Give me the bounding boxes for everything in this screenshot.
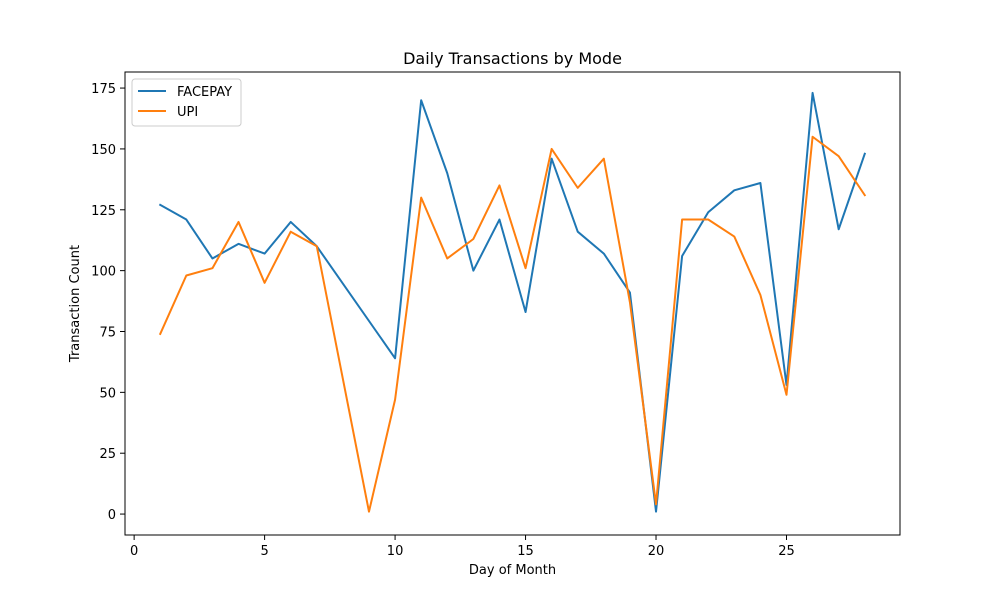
data-point-upi [551,148,553,150]
data-point-facepay [525,311,527,313]
data-point-upi [681,219,683,221]
data-point-upi [238,221,240,223]
data-point-upi [525,267,527,269]
y-tick-label: 125 [91,204,116,219]
plot-frame [124,71,901,536]
x-tick-label: 5 [260,544,268,559]
data-point-upi [838,155,840,157]
data-point-upi [368,511,370,513]
x-tick-label: 10 [387,544,404,559]
data-point-facepay [551,158,553,160]
legend: FACEPAY UPI [131,78,242,127]
data-point-facepay [290,221,292,223]
legend-label-facepay: FACEPAY [177,85,232,100]
y-tick-label: 100 [91,265,116,280]
data-point-facepay [838,228,840,230]
data-point-upi [185,275,187,277]
data-point-upi [864,194,866,196]
data-point-upi [655,503,657,505]
data-point-upi [707,219,709,221]
data-point-facepay [864,153,866,155]
data-point-facepay [185,219,187,221]
data-point-facepay [264,253,266,255]
data-point-upi [812,136,814,138]
data-point-upi [629,301,631,303]
plot-area [158,91,867,513]
data-point-facepay [498,219,500,221]
data-point-upi [472,238,474,240]
data-point-upi [759,294,761,296]
data-point-upi [290,231,292,233]
y-tick-label: 175 [91,82,116,97]
data-point-facepay [655,511,657,513]
x-axis-label: Day of Month [469,563,556,578]
data-point-facepay [812,92,814,94]
x-tick-label: 25 [778,544,795,559]
x-tick-label: 15 [517,544,534,559]
data-point-facepay [472,270,474,272]
data-point-facepay [159,204,161,206]
data-point-facepay [707,211,709,213]
legend-label-upi: UPI [177,105,198,120]
data-point-facepay [603,253,605,255]
series-line-facepay [158,91,867,513]
data-point-upi [316,245,318,247]
y-tick-label: 50 [99,386,116,401]
data-point-facepay [446,172,448,174]
data-point-upi [264,282,266,284]
data-point-upi [785,394,787,396]
chart-title: Daily Transactions by Mode [403,49,622,68]
data-point-facepay [394,357,396,359]
y-axis-label: Transaction Count [68,245,83,363]
data-point-facepay [733,189,735,191]
y-tick-label: 0 [108,508,116,523]
data-point-facepay [681,255,683,257]
data-point-upi [733,236,735,238]
data-point-facepay [759,182,761,184]
data-point-facepay [238,243,240,245]
data-point-upi [420,197,422,199]
data-point-upi [159,333,161,335]
y-tick-label: 75 [99,325,116,340]
data-point-upi [498,184,500,186]
y-axis: 0 25 50 75 100 125 150 175 [91,82,125,523]
y-tick-label: 150 [91,143,116,158]
x-axis: 0 5 10 15 20 25 [130,535,795,559]
data-point-upi [577,187,579,189]
y-tick-label: 25 [99,447,116,462]
data-point-upi [446,257,448,259]
data-point-facepay [577,231,579,233]
data-point-facepay [420,99,422,101]
series-line-upi [158,135,867,513]
data-point-upi [603,158,605,160]
data-point-upi [211,267,213,269]
x-tick-label: 0 [130,544,138,559]
data-point-upi [394,399,396,401]
x-tick-label: 20 [648,544,665,559]
data-point-facepay [211,257,213,259]
